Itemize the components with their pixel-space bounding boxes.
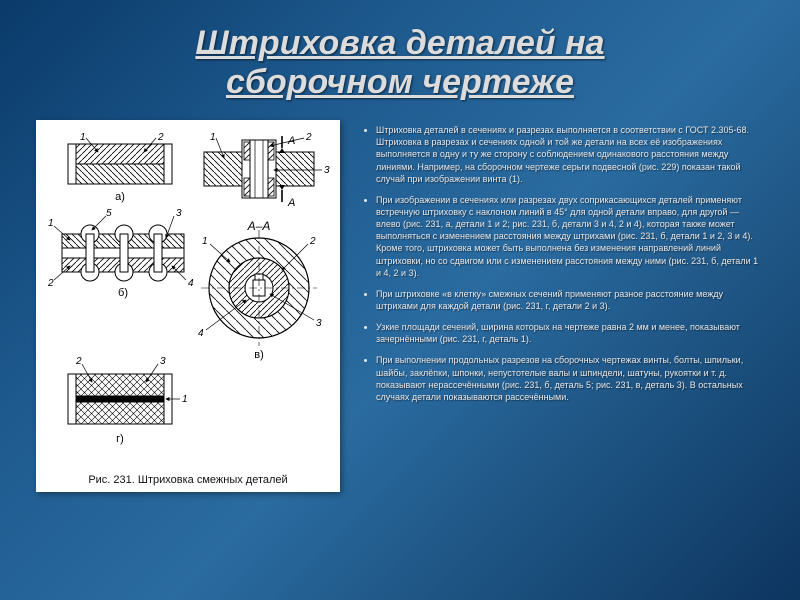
content-row: а) 1 2 — [36, 120, 764, 492]
svg-text:3: 3 — [324, 165, 330, 176]
svg-text:4: 4 — [198, 328, 204, 339]
title-line-1: Штриховка деталей на — [195, 24, 604, 62]
slide-title: Штриховка деталей на сборочном чертеже — [36, 24, 764, 102]
svg-text:А–А: А–А — [247, 219, 271, 233]
bullet-item: Штриховка деталей в сечениях и разрезах … — [376, 124, 764, 185]
figure-svg: а) 1 2 — [46, 130, 330, 470]
svg-text:3: 3 — [176, 208, 182, 219]
subfig-a: а) 1 2 — [68, 132, 172, 203]
svg-text:1: 1 — [182, 394, 188, 405]
svg-text:г): г) — [116, 433, 124, 445]
slide: Штриховка деталей на сборочном чертеже — [0, 0, 800, 600]
svg-text:2: 2 — [75, 356, 82, 367]
svg-text:3: 3 — [316, 318, 322, 329]
bullet-item: При изображении в сечениях или разрезах … — [376, 194, 764, 279]
svg-text:А: А — [287, 197, 295, 209]
subfig-top-right: А А 1 2 3 — [204, 132, 330, 209]
svg-text:1: 1 — [210, 132, 216, 143]
svg-text:б): б) — [118, 287, 128, 299]
bullet-item: Узкие площади сечений, ширина которых на… — [376, 321, 764, 345]
svg-text:2: 2 — [47, 278, 54, 289]
svg-text:в): в) — [254, 349, 264, 361]
figure-caption: Рис. 231. Штриховка смежных деталей — [46, 474, 330, 486]
bullet-item: При штриховке «в клетку» смежных сечений… — [376, 288, 764, 312]
svg-text:2: 2 — [305, 132, 312, 143]
bullet-item: При выполнении продольных разрезов на сб… — [376, 354, 764, 403]
text-column: Штриховка деталей в сечениях и разрезах … — [362, 120, 764, 412]
subfig-aa: А–А 1 2 3 — [198, 219, 322, 361]
subfig-b: б) 1 2 5 3 4 — [47, 208, 194, 299]
svg-text:1: 1 — [48, 218, 54, 229]
bullet-list: Штриховка деталей в сечениях и разрезах … — [362, 124, 764, 403]
figure-panel: а) 1 2 — [36, 120, 340, 492]
svg-text:4: 4 — [188, 278, 194, 289]
title-line-2: сборочном чертеже — [226, 63, 574, 101]
svg-text:1: 1 — [80, 132, 86, 143]
svg-text:3: 3 — [160, 356, 166, 367]
svg-text:5: 5 — [106, 208, 112, 219]
subfig-g: г) 2 3 1 — [68, 356, 188, 445]
svg-text:2: 2 — [157, 132, 164, 143]
svg-text:2: 2 — [309, 236, 316, 247]
svg-text:а): а) — [115, 191, 125, 203]
svg-text:1: 1 — [202, 236, 208, 247]
